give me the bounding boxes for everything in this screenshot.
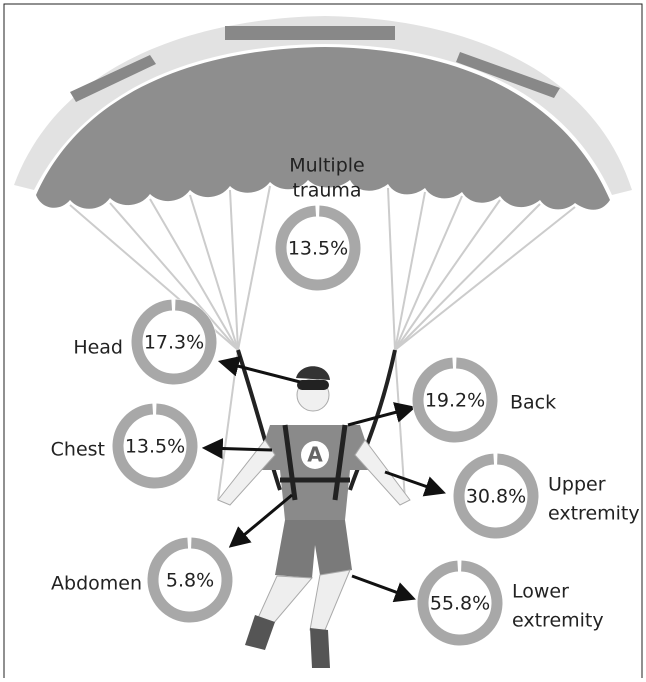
percentage: 5.8% bbox=[166, 570, 214, 592]
infographic: A 13.5% Multiple trauma 17.3% Head 19.2% Back 1… bbox=[0, 0, 646, 678]
percentage: 17.3% bbox=[144, 332, 204, 354]
svg-text:A: A bbox=[307, 443, 323, 467]
injury-label: Head bbox=[73, 337, 123, 359]
injury-label: trauma bbox=[292, 180, 361, 202]
injury-label: extremity bbox=[512, 610, 604, 632]
injury-label: Back bbox=[510, 392, 556, 414]
injury-label: extremity bbox=[548, 503, 640, 525]
percentage: 13.5% bbox=[288, 238, 348, 260]
arrow bbox=[206, 448, 272, 450]
percentage: 19.2% bbox=[425, 390, 485, 412]
parachutist: A bbox=[218, 350, 410, 668]
injury-label: Chest bbox=[51, 439, 105, 461]
percentage: 13.5% bbox=[125, 436, 185, 458]
injury-label: Lower bbox=[512, 581, 569, 603]
injury-label: Upper bbox=[548, 474, 606, 496]
injury-label: Multiple bbox=[289, 155, 364, 177]
arrow bbox=[352, 576, 412, 598]
injury-label: Abdomen bbox=[51, 573, 142, 595]
percentage: 55.8% bbox=[430, 593, 490, 615]
percentage: 30.8% bbox=[466, 486, 526, 508]
